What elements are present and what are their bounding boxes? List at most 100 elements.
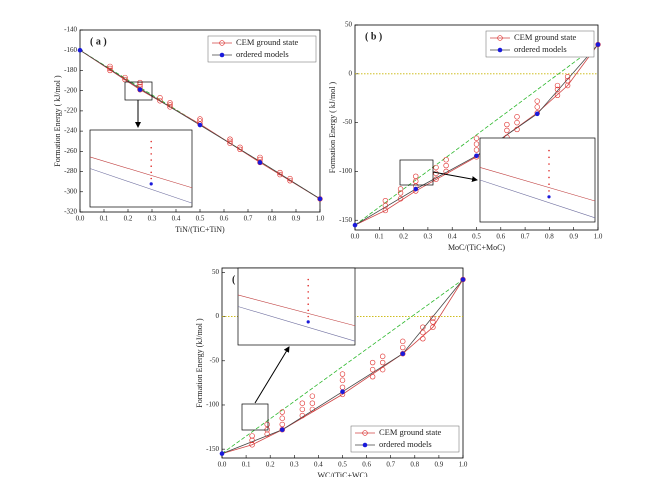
legend-marker (497, 35, 503, 41)
legend-marker (219, 40, 225, 46)
point (430, 324, 436, 330)
point (443, 157, 449, 163)
point (237, 144, 243, 150)
point (413, 186, 419, 192)
legend-label: CEM ground state (236, 37, 299, 47)
point (379, 353, 386, 360)
point (420, 329, 426, 336)
inset-dot (307, 309, 310, 312)
point (197, 122, 203, 128)
point (287, 175, 293, 182)
point (397, 186, 404, 192)
inset-dot (547, 195, 551, 199)
x-tick-label: 0.9 (292, 215, 301, 223)
point (264, 421, 270, 428)
y-tick-label: -150 (339, 216, 352, 224)
y-tick-label: -180 (64, 66, 77, 74)
inset-dot (548, 183, 550, 185)
inset-frame (89, 129, 193, 208)
x-tick-label: 0.3 (290, 461, 299, 469)
point (504, 121, 510, 128)
point (107, 65, 113, 72)
x-tick-label: 0.8 (410, 461, 419, 469)
x-axis-title: TiN/(TiC+TiN) (175, 225, 225, 234)
point (554, 82, 561, 89)
inset-dot (306, 320, 310, 324)
point (433, 164, 439, 171)
point (167, 102, 173, 108)
point (157, 95, 163, 101)
legend-label: ordered models (379, 439, 432, 449)
point (473, 147, 480, 153)
legend-label: CEM ground state (379, 427, 442, 437)
inset-dot (307, 284, 310, 287)
x-tick-label: 0.4 (314, 461, 323, 469)
point (534, 111, 540, 117)
inset-dot (548, 163, 550, 165)
point (299, 400, 306, 406)
point (157, 98, 163, 104)
point (564, 77, 571, 84)
point (77, 47, 83, 53)
inset-dot (548, 190, 550, 192)
point (309, 406, 316, 413)
x-tick-label: 0.1 (100, 215, 109, 223)
point (249, 433, 255, 439)
inset-dot (307, 303, 310, 305)
point (534, 98, 540, 104)
x-tick-label: 0.5 (338, 461, 347, 469)
inset-dot (307, 315, 310, 318)
point (249, 442, 255, 448)
point (504, 127, 510, 134)
zoom-box (241, 403, 269, 431)
x-tick-label: 1.0 (459, 461, 468, 469)
legend-marker (497, 47, 503, 53)
x-tick-label: 0.7 (244, 215, 253, 223)
inset-line (479, 179, 596, 219)
y-axis-title: Formation Energy ( kJ/mol ) (328, 81, 337, 173)
y-tick-label: -220 (64, 106, 77, 114)
point (554, 86, 561, 93)
y-tick-label: 0 (349, 69, 353, 77)
x-tick-label: 0.3 (424, 233, 433, 241)
point (369, 373, 376, 380)
inset-line (237, 306, 356, 342)
x-tick-label: 0.3 (148, 215, 157, 223)
point (433, 176, 439, 182)
point (430, 315, 436, 322)
point (397, 196, 404, 202)
x-tick-label: 0.5 (472, 233, 481, 241)
x-tick-label: 0.0 (218, 461, 227, 469)
point (595, 41, 601, 48)
line (221, 279, 464, 454)
x-tick-label: 0.9 (435, 461, 444, 469)
inset-dot (307, 297, 310, 299)
x-tick-label: 0.2 (266, 461, 275, 469)
point (137, 87, 143, 92)
point (277, 171, 283, 178)
inset-line (479, 167, 596, 202)
x-tick-label: 0.1 (242, 461, 251, 469)
point (430, 319, 436, 325)
x-axis-title: WC/(TiC+WC) (318, 471, 368, 477)
y-tick-label: 0 (216, 312, 220, 320)
y-tick-label: -240 (64, 127, 77, 135)
inset-frame (479, 137, 596, 223)
x-tick-label: 0.0 (351, 233, 360, 241)
inset-dot (548, 169, 550, 172)
inset-dot (150, 177, 152, 180)
y-tick-label: -150 (206, 445, 219, 453)
point (339, 377, 346, 383)
x-tick-label: 0.6 (496, 233, 505, 241)
legend-marker (219, 52, 225, 58)
point (420, 324, 426, 330)
point (249, 437, 255, 444)
point (460, 276, 466, 283)
x-tick-label: 0.7 (521, 233, 530, 241)
point (299, 406, 306, 413)
point (219, 451, 225, 456)
y-tick-label: 50 (212, 268, 220, 276)
zoom-arrow (254, 346, 290, 404)
point (352, 222, 358, 228)
